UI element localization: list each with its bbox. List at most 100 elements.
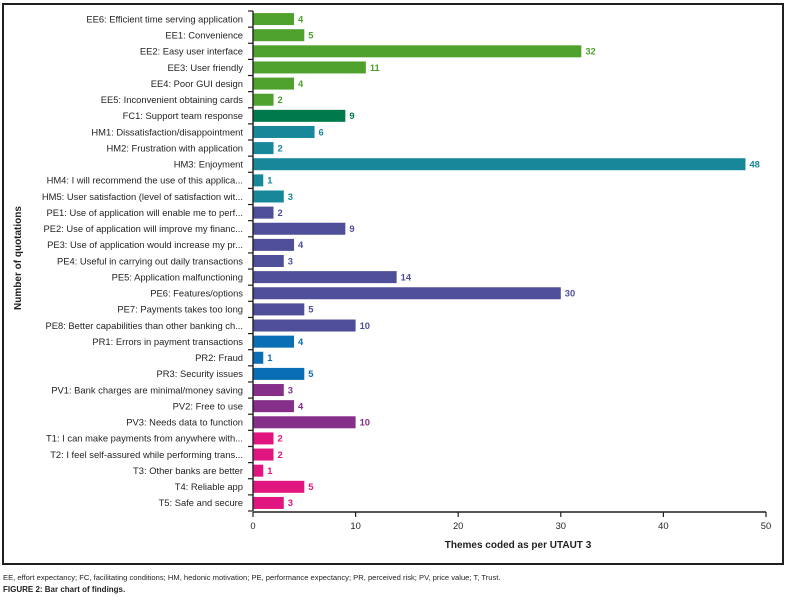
bar-pv3 [253, 416, 356, 429]
category-label: T3: Other banks are better [133, 465, 243, 476]
category-label: PR1: Errors in payment transactions [92, 336, 243, 347]
category-label: FC1: Support team response [123, 110, 243, 121]
category-label: PE4: Useful in carrying out daily transa… [57, 255, 243, 266]
value-label: 2 [278, 94, 283, 105]
bar-pe4 [253, 255, 284, 267]
bar-pe1 [253, 206, 274, 219]
x-tick-label: 30 [556, 520, 566, 531]
bar-hm4 [253, 174, 264, 187]
value-label: 4 [298, 239, 304, 250]
bar-ee4 [253, 77, 295, 90]
value-label: 2 [278, 449, 283, 460]
figure-caption: FIGURE 2: Bar chart of findings. [3, 585, 126, 594]
bar-hm2 [253, 142, 274, 155]
bar-pe8 [253, 319, 356, 332]
category-label: PE8: Better capabilities than other bank… [45, 320, 243, 331]
value-label: 3 [288, 255, 293, 266]
bar-hm5 [253, 190, 284, 203]
x-tick-label: 40 [658, 520, 668, 531]
value-label: 5 [308, 304, 313, 315]
category-label: HM1: Dissatisfaction/disappointment [91, 126, 243, 137]
bar-t4 [253, 480, 305, 493]
category-label: EE4: Poor GUI design [151, 78, 243, 89]
bar-pe3 [253, 238, 295, 251]
bar-ee2 [253, 45, 582, 58]
category-label: PE2: Use of application will improve my … [43, 223, 243, 234]
value-label: 1 [267, 465, 272, 476]
x-tick-label: 50 [761, 520, 771, 531]
value-label: 10 [360, 320, 370, 331]
category-label: PE3: Use of application would increase m… [47, 239, 243, 250]
category-labels: EE6: Efficient time serving application E… [42, 13, 244, 508]
category-label: EE6: Efficient time serving application [86, 13, 243, 24]
bar-pe5 [253, 271, 397, 284]
value-label: 4 [298, 13, 304, 24]
value-label: 4 [298, 400, 304, 411]
value-label: 32 [585, 46, 595, 57]
category-label: PE1: Use of application will enable me t… [47, 207, 243, 218]
bar-hm3 [253, 158, 746, 171]
value-label: 3 [288, 384, 293, 395]
value-label: 2 [278, 142, 283, 153]
value-label: 6 [319, 126, 324, 137]
bar-pe2 [253, 222, 346, 235]
axes [248, 10, 766, 513]
category-label: PV1: Bank charges are minimal/money savi… [51, 384, 243, 395]
bar-t1 [253, 432, 274, 445]
bar-ee6 [253, 13, 295, 26]
bar-hm1 [253, 125, 315, 138]
value-label: 3 [288, 191, 293, 202]
bar-t5 [253, 496, 284, 509]
bar-fc1 [253, 109, 346, 122]
value-label: 4 [298, 78, 304, 89]
value-label: 1 [267, 352, 272, 363]
value-label: 5 [308, 481, 313, 492]
bar-ee5 [253, 93, 274, 106]
y-axis-title: Number of quotations [13, 206, 24, 310]
value-label: 10 [360, 417, 370, 428]
value-label: 2 [278, 433, 283, 444]
category-label: T4: Reliable app [175, 481, 243, 492]
bar-t3 [253, 464, 264, 477]
bar-ee1 [253, 29, 305, 42]
value-label: 30 [565, 288, 575, 299]
category-label: PE7: Payments takes too long [117, 304, 243, 315]
chart-frame [2, 3, 784, 565]
bar-pr1 [253, 335, 295, 348]
bar-pv1 [253, 384, 284, 397]
x-tick-label: 0 [250, 520, 255, 531]
bar-pe7 [253, 303, 305, 316]
category-label: EE5: Inconvenient obtaining cards [101, 94, 244, 105]
value-label: 5 [308, 29, 313, 40]
bars-layer [253, 13, 746, 509]
category-label: EE2: Easy user interface [140, 46, 243, 57]
figure-footnote: EE, effort expectancy; FC, facilitating … [3, 573, 501, 582]
x-axis-title: Themes coded as per UTAUT 3 [445, 540, 592, 551]
category-label: T1: I can make payments from anywhere wi… [46, 433, 243, 444]
x-tick-label: 10 [350, 520, 360, 531]
category-label: T2: I feel self-assured while performing… [50, 449, 243, 460]
category-label: PR2: Fraud [195, 352, 243, 363]
category-label: EE3: User friendly [167, 62, 243, 73]
bar-pe6 [253, 287, 561, 300]
bar-t2 [253, 448, 274, 461]
value-label: 48 [749, 159, 759, 170]
category-label: PV3: Needs data to function [126, 417, 243, 428]
category-label: PE5: Application malfunctioning [112, 271, 243, 282]
value-label: 9 [349, 223, 354, 234]
category-label: PR3: Security issues [157, 368, 244, 379]
value-label: 14 [401, 271, 412, 282]
category-label: HM4: I will recommend the use of this ap… [47, 175, 243, 186]
bar-pr2 [253, 351, 264, 364]
category-label: HM3: Enjoyment [174, 159, 244, 170]
category-label: EE1: Convenience [165, 29, 243, 40]
value-label: 3 [288, 497, 293, 508]
bar-pv2 [253, 400, 295, 413]
value-label: 1 [267, 175, 272, 186]
x-tick-label: 20 [453, 520, 463, 531]
value-label: 5 [308, 368, 313, 379]
category-label: HM5: User satisfaction (level of satisfa… [42, 191, 243, 202]
category-label: PE6: Features/options [150, 288, 243, 299]
